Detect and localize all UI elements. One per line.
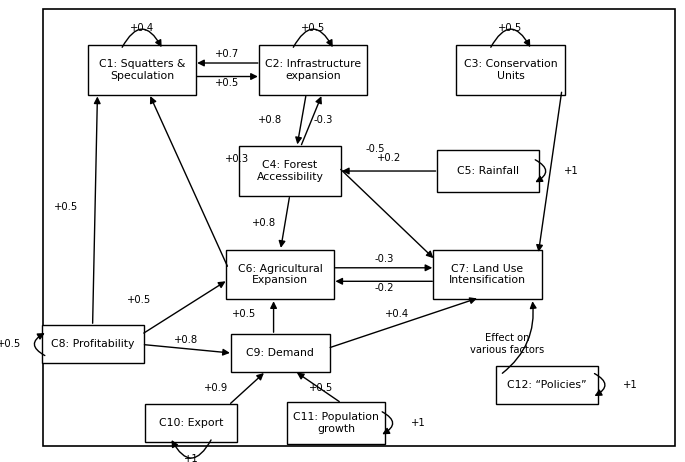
FancyBboxPatch shape: [433, 250, 542, 299]
Text: +0.3: +0.3: [225, 154, 249, 164]
FancyBboxPatch shape: [145, 404, 238, 442]
Text: +1: +1: [411, 418, 426, 428]
FancyBboxPatch shape: [456, 45, 565, 95]
Text: +1: +1: [184, 454, 199, 462]
FancyBboxPatch shape: [496, 366, 598, 404]
FancyBboxPatch shape: [88, 45, 196, 95]
Text: C9: Demand: C9: Demand: [246, 348, 314, 359]
FancyBboxPatch shape: [287, 401, 386, 444]
Text: -0.3: -0.3: [313, 116, 333, 125]
Text: C4: Forest
Accessibility: C4: Forest Accessibility: [257, 160, 323, 182]
Text: C2: Infrastructure
expansion: C2: Infrastructure expansion: [265, 59, 361, 80]
Text: +0.5: +0.5: [499, 24, 523, 33]
Text: C12: “Policies”: C12: “Policies”: [507, 380, 586, 390]
Text: +0.8: +0.8: [251, 218, 276, 228]
Text: -0.2: -0.2: [374, 283, 394, 293]
Text: C7: Land Use
Intensification: C7: Land Use Intensification: [449, 264, 526, 286]
FancyBboxPatch shape: [436, 150, 538, 192]
Text: +0.5: +0.5: [54, 202, 78, 212]
Text: +0.7: +0.7: [215, 49, 240, 59]
Text: +1: +1: [564, 166, 579, 176]
Text: C6: Agricultural
Expansion: C6: Agricultural Expansion: [238, 264, 323, 286]
Text: C3: Conservation
Units: C3: Conservation Units: [464, 59, 558, 80]
Text: C1: Squatters &
Speculation: C1: Squatters & Speculation: [99, 59, 185, 80]
Text: +0.8: +0.8: [174, 335, 199, 345]
Text: C10: Export: C10: Export: [159, 418, 223, 428]
FancyBboxPatch shape: [42, 325, 144, 364]
Text: +0.5: +0.5: [215, 78, 240, 88]
Text: +0.5: +0.5: [309, 383, 334, 393]
FancyBboxPatch shape: [226, 250, 334, 299]
Text: +0.5: +0.5: [301, 24, 325, 33]
Text: Effect on
various factors: Effect on various factors: [470, 334, 545, 355]
Text: +0.9: +0.9: [204, 383, 228, 393]
Text: +0.2: +0.2: [377, 152, 401, 163]
Text: +0.5: +0.5: [232, 309, 256, 319]
Text: -0.5: -0.5: [366, 144, 386, 153]
FancyBboxPatch shape: [259, 45, 367, 95]
FancyBboxPatch shape: [239, 146, 341, 196]
Text: +0.4: +0.4: [385, 309, 409, 319]
Text: +0.5: +0.5: [0, 339, 21, 349]
Text: C8: Profitability: C8: Profitability: [51, 339, 134, 349]
FancyBboxPatch shape: [231, 334, 329, 372]
Text: C11: Population
growth: C11: Population growth: [293, 412, 379, 434]
Text: -0.3: -0.3: [374, 254, 393, 264]
Text: +0.4: +0.4: [130, 24, 154, 33]
Text: +0.8: +0.8: [258, 116, 282, 125]
Text: +1: +1: [623, 380, 638, 390]
Text: +0.5: +0.5: [127, 295, 151, 305]
Text: C5: Rainfall: C5: Rainfall: [456, 166, 519, 176]
